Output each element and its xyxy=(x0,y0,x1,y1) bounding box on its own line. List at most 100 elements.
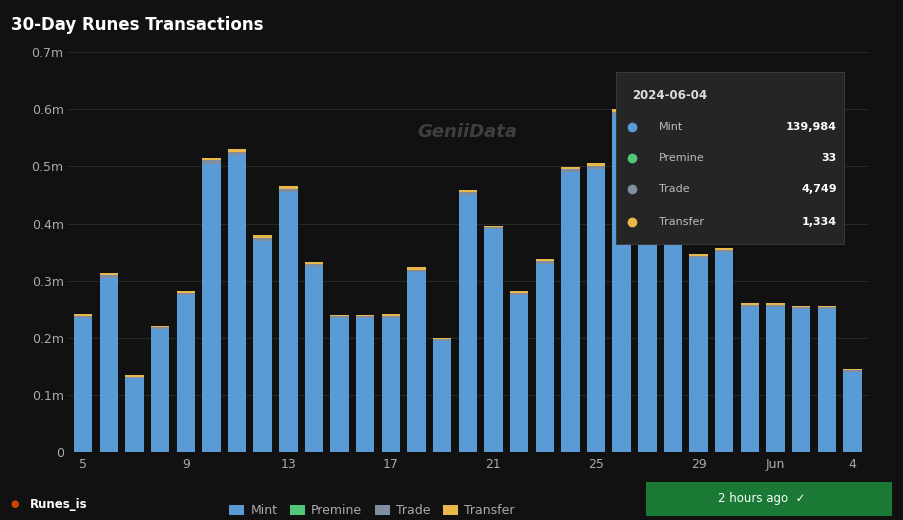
Bar xyxy=(509,295,527,452)
Bar xyxy=(816,307,835,309)
Bar xyxy=(253,241,272,452)
Bar xyxy=(381,314,400,316)
Text: ●: ● xyxy=(11,499,19,510)
Bar xyxy=(638,80,656,83)
Bar xyxy=(356,316,374,318)
Bar xyxy=(663,230,682,233)
Bar xyxy=(561,172,579,452)
Bar xyxy=(99,274,118,276)
Bar xyxy=(304,266,323,452)
Text: 139,984: 139,984 xyxy=(785,122,836,132)
Bar xyxy=(99,278,118,452)
Bar xyxy=(740,303,759,305)
Bar xyxy=(279,192,297,452)
Bar xyxy=(253,238,272,241)
Bar xyxy=(561,169,579,172)
Bar xyxy=(484,226,502,227)
Bar xyxy=(433,339,451,340)
Bar xyxy=(74,318,92,452)
Text: 30-Day Runes Transactions: 30-Day Runes Transactions xyxy=(11,16,263,34)
Bar xyxy=(766,305,784,306)
Bar xyxy=(535,262,554,264)
Text: Premine: Premine xyxy=(658,153,704,163)
Bar xyxy=(304,264,323,266)
Text: GeniiData: GeniiData xyxy=(417,123,517,141)
Bar xyxy=(638,76,656,80)
Bar xyxy=(151,330,169,452)
Bar xyxy=(663,233,682,235)
Bar xyxy=(407,272,425,452)
Bar xyxy=(407,270,425,272)
Bar xyxy=(228,149,246,152)
Bar xyxy=(586,169,605,452)
Bar xyxy=(99,276,118,278)
Bar xyxy=(842,369,861,370)
Bar xyxy=(611,112,630,115)
Text: Trade: Trade xyxy=(658,184,689,194)
Bar xyxy=(253,236,272,238)
Text: 2024-06-04: 2024-06-04 xyxy=(631,89,706,102)
Bar xyxy=(689,254,707,256)
Bar xyxy=(535,259,554,262)
Text: 2 hours ago  ✓: 2 hours ago ✓ xyxy=(717,492,805,505)
Bar xyxy=(816,309,835,452)
Bar xyxy=(689,256,707,258)
Bar xyxy=(202,163,220,452)
Bar xyxy=(611,109,630,112)
Text: Runes_is: Runes_is xyxy=(30,498,88,511)
Bar xyxy=(586,163,605,166)
Bar xyxy=(842,370,861,372)
Bar xyxy=(126,375,144,376)
Bar xyxy=(766,303,784,305)
Text: 1,334: 1,334 xyxy=(801,217,836,227)
Bar xyxy=(407,267,425,270)
Bar xyxy=(356,318,374,452)
Bar xyxy=(484,227,502,229)
Bar xyxy=(74,316,92,318)
Bar xyxy=(228,155,246,452)
Bar xyxy=(663,235,682,452)
Legend: Mint, Premine, Trade, Transfer: Mint, Premine, Trade, Transfer xyxy=(224,499,519,520)
Bar xyxy=(611,115,630,452)
Bar xyxy=(433,340,451,341)
Bar xyxy=(228,152,246,155)
Bar xyxy=(176,293,195,295)
Bar xyxy=(689,258,707,452)
Bar xyxy=(151,326,169,328)
Bar xyxy=(330,316,349,318)
Bar xyxy=(304,262,323,264)
Bar xyxy=(330,318,349,452)
Text: 4,749: 4,749 xyxy=(800,184,836,194)
Bar xyxy=(816,306,835,307)
Bar xyxy=(535,264,554,452)
Bar xyxy=(791,306,809,307)
Bar xyxy=(714,248,732,250)
Bar xyxy=(433,341,451,452)
Bar xyxy=(74,314,92,316)
Bar xyxy=(740,305,759,306)
Bar xyxy=(638,83,656,452)
Bar xyxy=(279,186,297,189)
Bar xyxy=(202,158,220,160)
Bar xyxy=(791,309,809,452)
Bar xyxy=(842,372,861,452)
Bar xyxy=(279,189,297,192)
Text: Transfer: Transfer xyxy=(658,217,703,227)
Bar xyxy=(126,378,144,452)
Text: 33: 33 xyxy=(821,153,836,163)
Text: Mint: Mint xyxy=(658,122,683,132)
Bar xyxy=(381,316,400,318)
Bar xyxy=(509,291,527,293)
Bar xyxy=(791,307,809,309)
Bar xyxy=(509,293,527,295)
Bar xyxy=(381,318,400,452)
Bar xyxy=(740,306,759,452)
Bar xyxy=(586,166,605,169)
Bar xyxy=(458,190,477,192)
Bar xyxy=(714,252,732,452)
Bar xyxy=(714,250,732,252)
Bar xyxy=(458,192,477,195)
Bar xyxy=(484,229,502,452)
Bar xyxy=(561,167,579,169)
Bar xyxy=(202,160,220,163)
